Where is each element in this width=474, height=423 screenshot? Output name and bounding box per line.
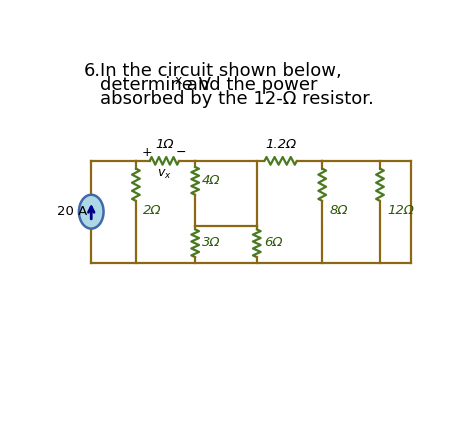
Text: 12Ω: 12Ω bbox=[387, 203, 414, 217]
Text: absorbed by the 12-Ω resistor.: absorbed by the 12-Ω resistor. bbox=[100, 90, 374, 108]
Text: 1Ω: 1Ω bbox=[155, 138, 173, 151]
Text: 20 A: 20 A bbox=[57, 205, 87, 218]
Text: −: − bbox=[175, 146, 186, 159]
Text: 6Ω: 6Ω bbox=[264, 236, 282, 249]
Text: +: + bbox=[141, 146, 152, 159]
Text: $v_x$: $v_x$ bbox=[157, 168, 172, 181]
Ellipse shape bbox=[79, 195, 103, 228]
Text: 8Ω: 8Ω bbox=[329, 203, 347, 217]
Text: 3Ω: 3Ω bbox=[202, 236, 220, 249]
Text: 6.: 6. bbox=[83, 62, 100, 80]
Text: x: x bbox=[174, 74, 182, 87]
Text: and the power: and the power bbox=[181, 76, 317, 94]
Text: determine V: determine V bbox=[100, 76, 211, 94]
Text: 2Ω: 2Ω bbox=[143, 203, 161, 217]
Text: 1.2Ω: 1.2Ω bbox=[265, 138, 296, 151]
Text: In the circuit shown below,: In the circuit shown below, bbox=[100, 62, 342, 80]
Text: 4Ω: 4Ω bbox=[202, 173, 220, 187]
